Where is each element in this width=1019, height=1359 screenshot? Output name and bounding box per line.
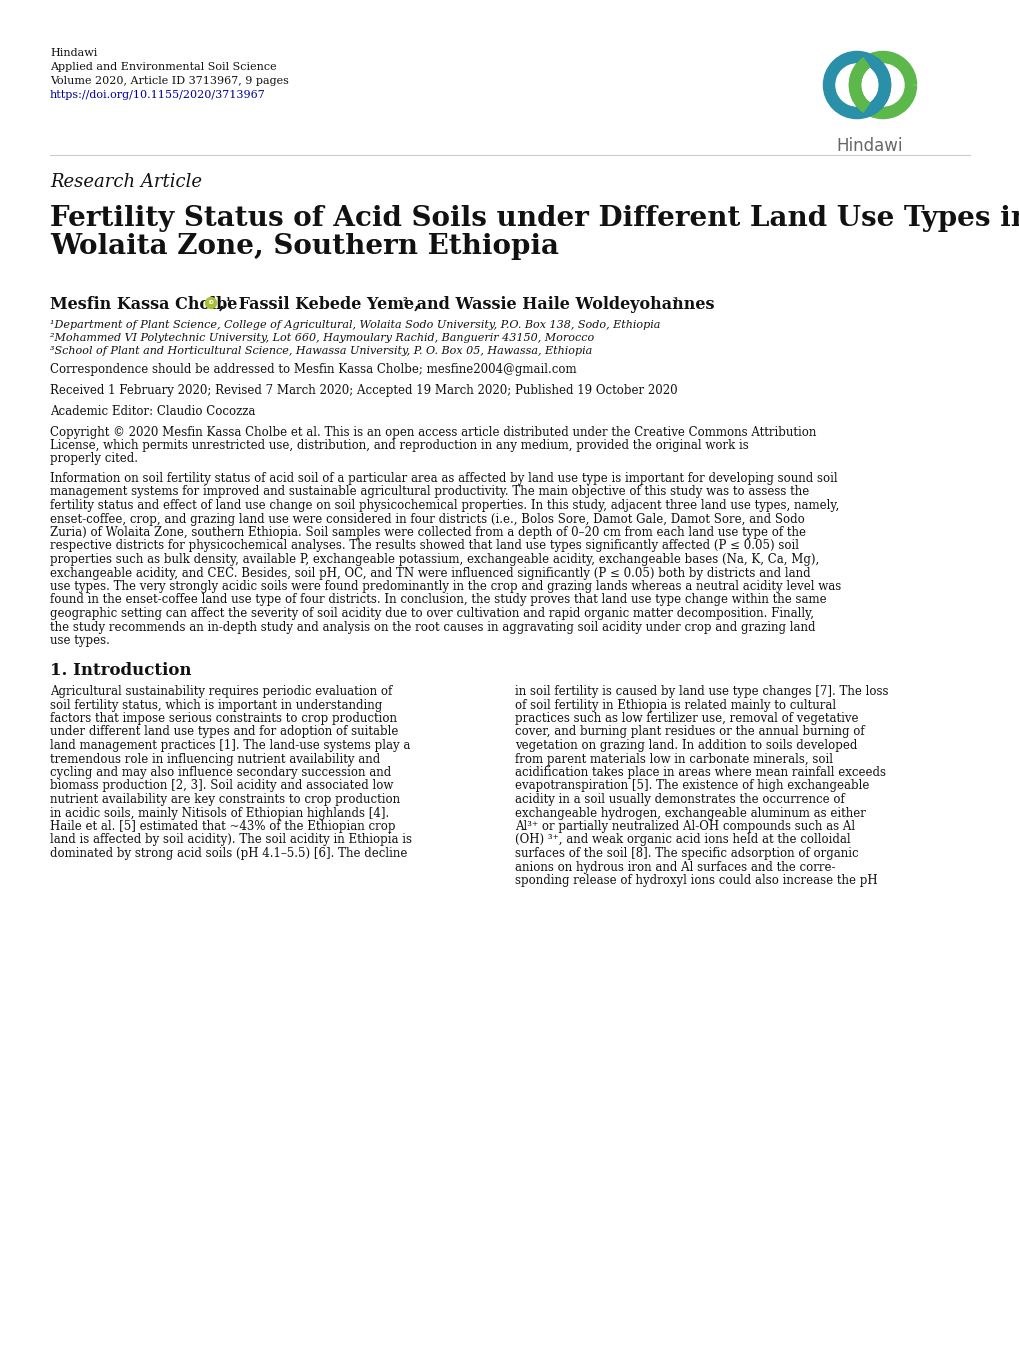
Text: ,: , [219,296,224,313]
Text: ²: ² [403,296,408,307]
Text: Haile et al. [5] estimated that ~43% of the Ethiopian crop: Haile et al. [5] estimated that ~43% of … [50,819,395,833]
Text: in acidic soils, mainly Nitisols of Ethiopian highlands [4].: in acidic soils, mainly Nitisols of Ethi… [50,806,389,819]
Text: Agricultural sustainability requires periodic evaluation of: Agricultural sustainability requires per… [50,685,392,699]
Text: Copyright © 2020 Mesfin Kassa Cholbe et al. This is an open access article distr: Copyright © 2020 Mesfin Kassa Cholbe et … [50,425,815,439]
Text: (OH) ³⁺, and weak organic acid ions held at the colloidal: (OH) ³⁺, and weak organic acid ions held… [515,833,850,847]
Text: tremendous role in influencing nutrient availability and: tremendous role in influencing nutrient … [50,753,380,765]
Text: Volume 2020, Article ID 3713967, 9 pages: Volume 2020, Article ID 3713967, 9 pages [50,76,288,86]
Text: Mesfin Kassa Cholbe: Mesfin Kassa Cholbe [50,296,237,313]
Text: land is affected by soil acidity). The soil acidity in Ethiopia is: land is affected by soil acidity). The s… [50,833,412,847]
Text: properly cited.: properly cited. [50,453,138,465]
Text: anions on hydrous iron and Al surfaces and the corre-: anions on hydrous iron and Al surfaces a… [515,860,835,874]
Text: acidification takes place in areas where mean rainfall exceeds: acidification takes place in areas where… [515,766,886,779]
Text: ³School of Plant and Horticultural Science, Hawassa University, P. O. Box 05, Ha: ³School of Plant and Horticultural Scien… [50,347,592,356]
Text: License, which permits unrestricted use, distribution, and reproduction in any m: License, which permits unrestricted use,… [50,439,748,453]
Text: Received 1 February 2020; Revised 7 March 2020; Accepted 19 March 2020; Publishe: Received 1 February 2020; Revised 7 Marc… [50,385,677,397]
Text: respective districts for physicochemical analyses. The results showed that land : respective districts for physicochemical… [50,540,798,553]
Circle shape [205,298,216,308]
Text: sponding release of hydroxyl ions could also increase the pH: sponding release of hydroxyl ions could … [515,874,876,887]
Text: found in the enset-coffee land use type of four districts. In conclusion, the st: found in the enset-coffee land use type … [50,594,825,606]
Text: the study recommends an in-depth study and analysis on the root causes in aggrav: the study recommends an in-depth study a… [50,621,815,633]
Text: Zuria) of Wolaita Zone, southern Ethiopia. Soil samples were collected from a de: Zuria) of Wolaita Zone, southern Ethiopi… [50,526,805,540]
Text: ²Mohammed VI Polytechnic University, Lot 660, Haymoulary Rachid, Banguerir 43150: ²Mohammed VI Polytechnic University, Lot… [50,333,594,342]
Text: ³: ³ [673,296,678,307]
Text: Al³⁺ or partially neutralized Al-OH compounds such as Al: Al³⁺ or partially neutralized Al-OH comp… [515,819,854,833]
Text: geographic setting can affect the severity of soil acidity due to over cultivati: geographic setting can affect the severi… [50,607,813,620]
Text: Applied and Environmental Soil Science: Applied and Environmental Soil Science [50,63,276,72]
Text: Hindawi: Hindawi [836,137,903,155]
Text: biomass production [2, 3]. Soil acidity and associated low: biomass production [2, 3]. Soil acidity … [50,780,393,792]
Text: Academic Editor: Claudio Cocozza: Academic Editor: Claudio Cocozza [50,405,255,419]
Text: practices such as low fertilizer use, removal of vegetative: practices such as low fertilizer use, re… [515,712,858,724]
Text: Wolaita Zone, Southern Ethiopia: Wolaita Zone, Southern Ethiopia [50,232,558,260]
Text: acidity in a soil usually demonstrates the occurrence of: acidity in a soil usually demonstrates t… [515,794,844,806]
Text: Research Article: Research Article [50,173,202,192]
Text: https://doi.org/10.1155/2020/3713967: https://doi.org/10.1155/2020/3713967 [50,90,266,101]
Text: ¹: ¹ [225,296,229,307]
Text: cover, and burning plant residues or the annual burning of: cover, and burning plant residues or the… [515,726,864,738]
Text: of soil fertility in Ethiopia is related mainly to cultural: of soil fertility in Ethiopia is related… [515,699,836,712]
Text: Fassil Kebede Yeme,: Fassil Kebede Yeme, [232,296,419,313]
Text: surfaces of the soil [8]. The specific adsorption of organic: surfaces of the soil [8]. The specific a… [515,847,858,860]
Text: factors that impose serious constraints to crop production: factors that impose serious constraints … [50,712,396,724]
Text: iD: iD [208,300,214,306]
Text: Hindawi: Hindawi [50,48,97,58]
Text: management systems for improved and sustainable agricultural productivity. The m: management systems for improved and sust… [50,485,808,499]
Text: Information on soil fertility status of acid soil of a particular area as affect: Information on soil fertility status of … [50,472,837,485]
Text: properties such as bulk density, available P, exchangeable potassium, exchangeab: properties such as bulk density, availab… [50,553,818,565]
Text: use types. The very strongly acidic soils were found predominantly in the crop a: use types. The very strongly acidic soil… [50,580,841,593]
Text: 1. Introduction: 1. Introduction [50,662,192,680]
Text: vegetation on grazing land. In addition to soils developed: vegetation on grazing land. In addition … [515,739,857,752]
Text: nutrient availability are key constraints to crop production: nutrient availability are key constraint… [50,794,399,806]
Text: exchangeable hydrogen, exchangeable aluminum as either: exchangeable hydrogen, exchangeable alum… [515,806,865,819]
Text: soil fertility status, which is important in understanding: soil fertility status, which is importan… [50,699,382,712]
Text: ¹Department of Plant Science, College of Agricultural, Wolaita Sodo University, : ¹Department of Plant Science, College of… [50,319,659,330]
Text: Fertility Status of Acid Soils under Different Land Use Types in: Fertility Status of Acid Soils under Dif… [50,205,1019,232]
Text: in soil fertility is caused by land use type changes [7]. The loss: in soil fertility is caused by land use … [515,685,888,699]
Text: land management practices [1]. The land-use systems play a: land management practices [1]. The land-… [50,739,410,752]
Text: dominated by strong acid soils (pH 4.1–5.5) [6]. The decline: dominated by strong acid soils (pH 4.1–5… [50,847,407,860]
Text: evapotranspiration [5]. The existence of high exchangeable: evapotranspiration [5]. The existence of… [515,780,868,792]
Text: and Wassie Haile Woldeyohannes: and Wassie Haile Woldeyohannes [411,296,713,313]
Text: under different land use types and for adoption of suitable: under different land use types and for a… [50,726,398,738]
Text: exchangeable acidity, and CEC. Besides, soil pH, OC, and TN were influenced sign: exchangeable acidity, and CEC. Besides, … [50,567,810,579]
Text: cycling and may also influence secondary succession and: cycling and may also influence secondary… [50,766,391,779]
Text: from parent materials low in carbonate minerals, soil: from parent materials low in carbonate m… [515,753,833,765]
Text: Correspondence should be addressed to Mesfin Kassa Cholbe; mesfine2004@gmail.com: Correspondence should be addressed to Me… [50,363,576,376]
Text: use types.: use types. [50,635,110,647]
Text: fertility status and effect of land use change on soil physicochemical propertie: fertility status and effect of land use … [50,499,839,512]
Text: enset-coffee, crop, and grazing land use were considered in four districts (i.e.: enset-coffee, crop, and grazing land use… [50,512,804,526]
